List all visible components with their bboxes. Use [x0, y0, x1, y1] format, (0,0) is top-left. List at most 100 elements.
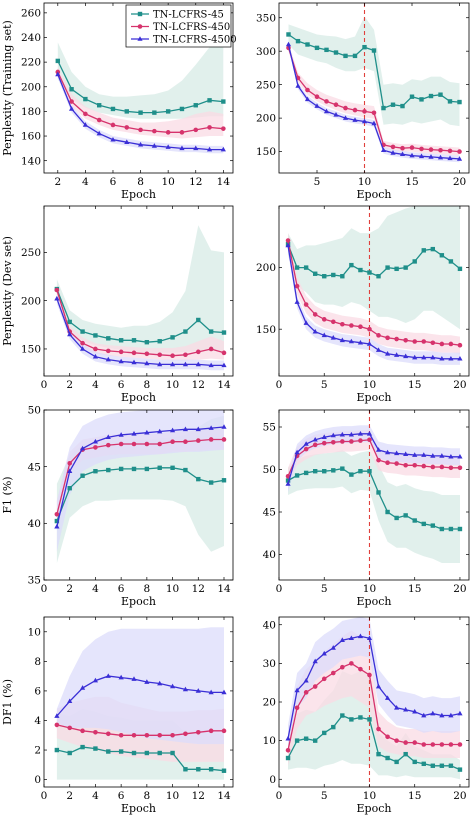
- x-tick-label: 0: [276, 379, 283, 391]
- data-point: [106, 749, 111, 754]
- plot-frame: [43, 2, 234, 174]
- x-tick-label: 15: [408, 583, 421, 595]
- data-point: [157, 750, 162, 756]
- plot-area: [54, 410, 227, 563]
- data-point: [110, 122, 116, 128]
- y-tick-label: 150: [256, 324, 276, 336]
- data-point: [105, 442, 111, 448]
- data-point: [457, 355, 463, 361]
- data-point: [366, 431, 373, 436]
- x-tick-label: 5: [314, 176, 321, 188]
- data-point: [294, 265, 300, 270]
- y-tick-label: 0: [34, 774, 41, 786]
- data-point: [367, 270, 372, 275]
- y-tick-label: 200: [256, 262, 276, 274]
- plot-area: [55, 42, 226, 154]
- data-point: [412, 259, 417, 264]
- data-point: [340, 274, 345, 279]
- data-point: [330, 670, 336, 676]
- data-point: [193, 127, 199, 133]
- data-point: [303, 265, 309, 270]
- data-point: [106, 467, 111, 473]
- data-point: [221, 728, 227, 734]
- data-point: [196, 317, 201, 323]
- data-point: [80, 728, 85, 734]
- data-point: [448, 526, 454, 532]
- data-point: [208, 689, 214, 695]
- data-point: [169, 683, 176, 689]
- data-point: [321, 317, 327, 322]
- data-point: [412, 708, 418, 714]
- data-point: [394, 352, 400, 357]
- plot-area: [285, 410, 463, 580]
- y-tick-label: 200: [256, 113, 276, 125]
- y-tick-label: 200: [21, 81, 41, 93]
- data-point: [55, 58, 60, 64]
- y-tick-label: 35: [28, 575, 41, 587]
- x-tick-label: 10: [166, 790, 179, 802]
- x-tick-label: 5: [321, 583, 328, 595]
- legend-entry: TN-LCFRS-4500: [131, 35, 237, 46]
- data-point: [409, 152, 415, 158]
- x-tick-label: 0: [276, 583, 283, 595]
- data-point: [367, 717, 372, 722]
- data-point: [118, 338, 124, 343]
- data-point: [131, 431, 137, 436]
- data-point: [339, 337, 345, 343]
- x-tick-label: 2: [66, 379, 73, 391]
- data-point: [409, 94, 415, 99]
- data-point: [105, 434, 111, 439]
- data-point: [358, 438, 363, 443]
- data-point: [349, 323, 354, 328]
- data-point: [303, 302, 309, 307]
- chart-panel-8: 0 5 10 15 20 0 10 20 30 40 Epoch: [263, 616, 470, 815]
- x-tick-label: 14: [217, 790, 231, 802]
- band-2: [288, 233, 460, 354]
- data-point: [286, 32, 291, 37]
- data-point: [412, 462, 418, 468]
- data-point: [403, 451, 409, 456]
- data-point: [400, 103, 405, 109]
- data-point: [294, 705, 300, 711]
- y-tick-label: 160: [21, 131, 41, 143]
- data-point: [439, 453, 445, 458]
- data-point: [384, 449, 391, 455]
- data-point: [366, 635, 373, 641]
- series-line-3: [56, 675, 224, 717]
- x-axis-label: Epoch: [121, 391, 156, 404]
- data-point: [157, 441, 163, 447]
- data-point: [331, 272, 336, 278]
- data-point: [124, 139, 130, 145]
- data-point: [403, 462, 408, 468]
- x-tick-label: 0: [41, 790, 48, 802]
- data-point: [357, 633, 364, 639]
- data-point: [430, 246, 436, 252]
- data-point: [54, 511, 60, 517]
- data-point: [357, 339, 364, 345]
- data-point: [457, 99, 462, 105]
- x-tick-label: 0: [41, 379, 48, 391]
- data-point: [352, 107, 358, 113]
- x-axis-label: Epoch: [357, 595, 392, 608]
- data-point: [323, 108, 330, 114]
- data-point: [457, 342, 463, 348]
- data-point: [138, 110, 143, 115]
- chart-panel-3: 0 2 4 6 8 10 12 14 150 200 250 Epoch Perplexity (Dev…: [1, 205, 234, 404]
- x-tick-label: 8: [137, 176, 144, 188]
- chart-panel-6: 0 5 10 15 20 40 45 50 55 Epoch: [263, 409, 470, 608]
- data-point: [179, 106, 185, 112]
- data-point: [437, 154, 444, 160]
- data-point: [399, 151, 406, 157]
- data-point: [196, 476, 201, 482]
- data-point: [195, 426, 201, 432]
- data-point: [381, 105, 386, 111]
- data-point: [170, 439, 175, 445]
- data-point: [439, 742, 445, 747]
- data-point: [80, 340, 85, 346]
- x-tick-label: 14: [217, 379, 231, 391]
- data-point: [67, 698, 73, 704]
- x-tick-label: 20: [453, 583, 466, 595]
- data-point: [438, 92, 443, 97]
